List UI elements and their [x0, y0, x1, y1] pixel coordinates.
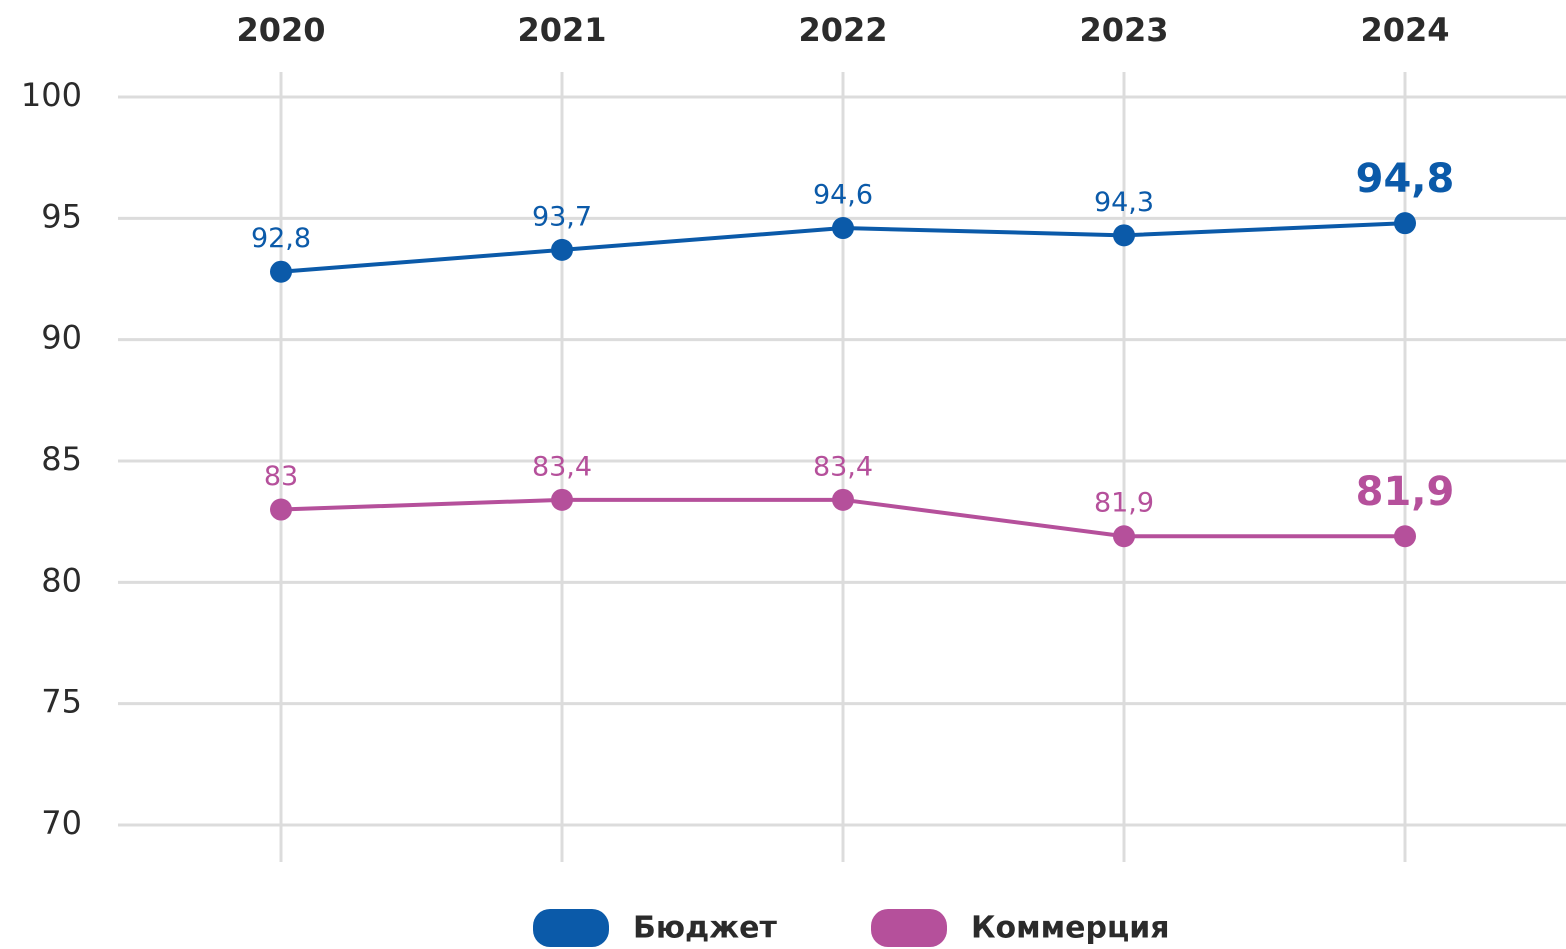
data-label: 93,7 [532, 201, 592, 232]
y-tick-label: 70 [41, 804, 82, 842]
data-label: 83,4 [532, 451, 592, 482]
x-tick-label: 2022 [798, 11, 887, 49]
data-label: 92,8 [251, 223, 311, 254]
data-label: 81,9 [1356, 469, 1455, 515]
y-tick-label: 85 [41, 440, 82, 478]
data-point [551, 488, 573, 511]
data-label: 94,3 [1094, 187, 1154, 218]
data-point [1113, 224, 1135, 247]
legend-label: Коммерция [971, 911, 1170, 946]
x-tick-label: 2021 [517, 11, 606, 49]
data-label: 94,8 [1356, 156, 1455, 202]
data-label: 81,9 [1094, 488, 1154, 519]
y-tick-label: 95 [41, 197, 82, 235]
x-tick-label: 2020 [236, 11, 325, 49]
data-point [551, 238, 573, 261]
data-label: 83 [264, 461, 298, 492]
x-tick-label: 2023 [1079, 11, 1168, 49]
data-point [832, 488, 854, 511]
y-tick-label: 80 [41, 561, 82, 599]
x-tick-label: 2024 [1360, 11, 1449, 49]
data-label: 94,6 [813, 180, 873, 211]
legend-swatch [533, 909, 609, 947]
y-tick-label: 90 [41, 319, 82, 357]
data-point [1113, 525, 1135, 548]
y-tick-label: 75 [41, 683, 82, 721]
data-point [270, 260, 292, 283]
y-tick-label: 100 [21, 76, 82, 114]
legend-label: Бюджет [633, 911, 777, 946]
data-point [1394, 525, 1416, 548]
data-label: 83,4 [813, 451, 873, 482]
data-point [1394, 212, 1416, 235]
data-point [832, 217, 854, 240]
legend-swatch [871, 909, 947, 947]
data-point [270, 498, 292, 521]
